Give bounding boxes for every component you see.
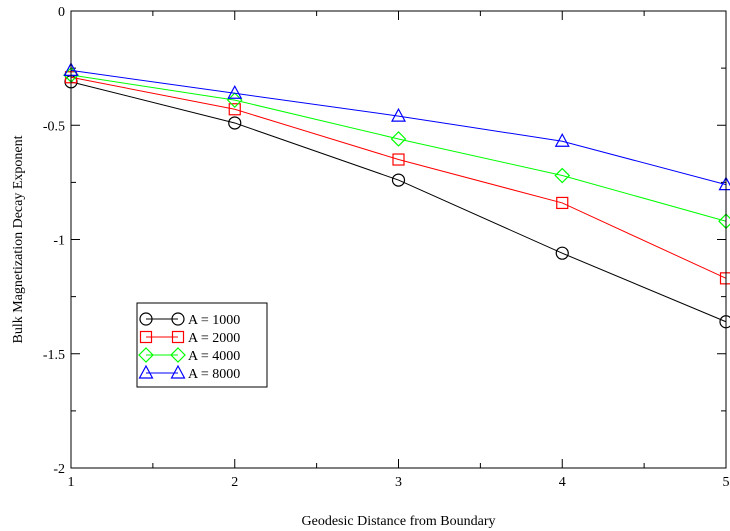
legend-marker — [139, 330, 153, 344]
x-tick-label: 5 — [723, 475, 730, 490]
data-point-triangle — [554, 132, 570, 147]
legend-marker — [138, 347, 154, 363]
axis-ticks — [70, 10, 727, 469]
legend-marker — [170, 347, 186, 363]
legend-marker — [170, 364, 186, 379]
series-line — [70, 74, 727, 222]
data-point-square — [392, 153, 405, 166]
legend-label: A = 4000 — [188, 349, 240, 364]
data-point-triangle — [390, 107, 407, 122]
series-group — [63, 67, 730, 230]
series-line — [70, 69, 727, 186]
x-tick-label: 3 — [395, 475, 402, 490]
data-point-square — [228, 103, 241, 116]
legend-label: A = 2000 — [188, 331, 240, 346]
legend: A = 1000 A = 2000 A = 4000 A = 8000 — [136, 302, 268, 388]
x-tick-label: 4 — [559, 475, 566, 490]
y-axis-label: Bulk Magnetization Decay Exponent — [11, 135, 26, 343]
legend-marker — [138, 364, 154, 379]
legend-marker — [139, 312, 153, 326]
legend-item: A = 8000 — [138, 364, 240, 382]
series-group — [64, 71, 730, 285]
y-tick-label: -1 — [53, 234, 65, 249]
data-point-diamond — [390, 131, 407, 147]
data-point-circle — [391, 173, 406, 187]
series-line — [70, 76, 727, 279]
x-tick-label: 2 — [231, 475, 238, 490]
data-point-triangle — [227, 85, 243, 99]
legend-item: A = 2000 — [139, 330, 240, 346]
series-line — [70, 81, 727, 323]
legend-item: A = 1000 — [139, 312, 240, 328]
tick-labels: 1 2 3 4 5 0 -0.5 -1 -1.5 -2 — [43, 5, 730, 490]
series-group — [64, 75, 730, 329]
x-axis-label: Geodesic Distance from Boundary — [302, 514, 496, 529]
y-tick-label: -1.5 — [43, 348, 65, 363]
legend-label: A = 8000 — [188, 367, 240, 382]
data-point-diamond — [554, 167, 571, 184]
legend-label: A = 1000 — [188, 313, 240, 328]
data-point-square — [556, 196, 569, 210]
legend-item: A = 4000 — [138, 347, 240, 364]
legend-marker — [171, 330, 185, 344]
series-layer — [63, 62, 730, 329]
data-point-circle — [555, 246, 569, 260]
y-tick-label: -0.5 — [43, 119, 65, 134]
y-tick-label: -2 — [53, 462, 65, 477]
x-tick-label: 1 — [68, 475, 75, 490]
series-group — [63, 62, 730, 191]
plot-frame — [70, 10, 727, 469]
data-point-circle — [228, 116, 242, 130]
legend-marker — [171, 312, 185, 326]
y-tick-label: 0 — [58, 5, 65, 20]
